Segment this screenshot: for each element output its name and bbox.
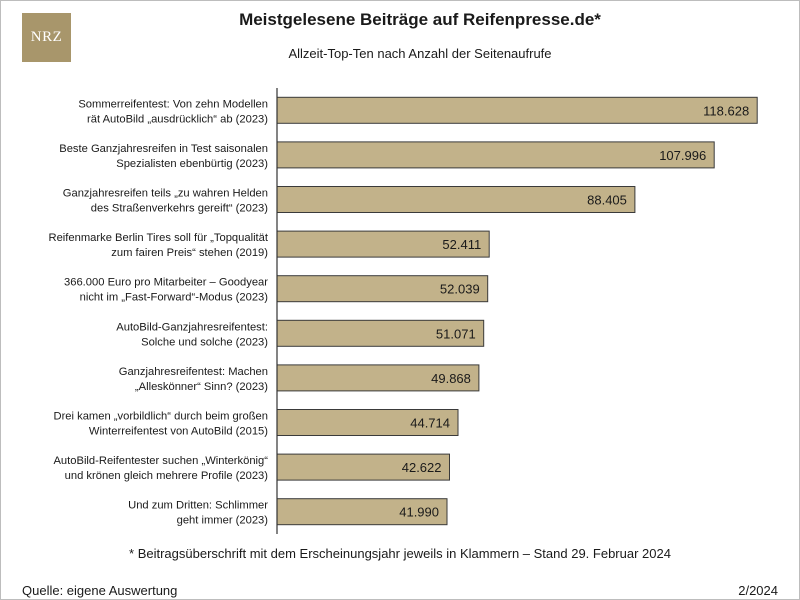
bar — [276, 275, 489, 303]
value-label: 88.405 — [587, 193, 627, 208]
category-label: Reifenmarke Berlin Tires soll für „Topqu… — [49, 232, 269, 244]
chart-title: Meistgelesene Beiträge auf Reifenpresse.… — [239, 10, 601, 29]
value-label: 49.868 — [431, 371, 471, 386]
category-label: Ganzjahresreifentest: Machen — [119, 366, 268, 378]
chart-subtitle: Allzeit-Top-Ten nach Anzahl der Seitenau… — [288, 46, 552, 61]
category-label: rät AutoBild „ausdrücklich“ ab (2023) — [87, 113, 268, 125]
bar — [276, 186, 636, 213]
value-label: 107.996 — [659, 148, 706, 163]
category-label: AutoBild-Ganzjahresreifentest: — [116, 321, 268, 333]
category-label: Spezialisten ebenbürtig (2023) — [116, 158, 268, 170]
value-label: 52.039 — [440, 282, 480, 297]
source-note: Quelle: eigene Auswertung — [22, 583, 178, 598]
bar — [276, 409, 459, 436]
category-label: „Alleskönner“ Sinn? (2023) — [135, 381, 268, 393]
bar — [276, 141, 715, 169]
bar — [276, 96, 758, 124]
category-label: Und zum Dritten: Schlimmer — [128, 500, 268, 512]
category-label: Winterreifentest von AutoBild (2015) — [89, 426, 268, 438]
value-label: 51.071 — [436, 326, 476, 341]
category-label: Ganzjahresreifen teils „zu wahren Helden — [63, 188, 268, 200]
category-label: zum fairen Preis“ stehen (2019) — [111, 247, 268, 259]
bar — [276, 498, 448, 526]
category-label: Drei kamen „vorbildlich“ durch beim groß… — [53, 411, 268, 423]
category-label: und krönen gleich mehrere Profile (2023) — [65, 470, 269, 482]
bar — [276, 319, 485, 347]
value-label: 42.622 — [402, 460, 442, 475]
category-label: Sommerreifentest: Von zehn Modellen — [78, 98, 268, 110]
bar — [276, 453, 450, 481]
issue-label: 2/2024 — [738, 583, 778, 598]
footnote: * Beitragsüberschrift mit dem Erscheinun… — [129, 546, 671, 561]
nrz-logo: NRZ — [22, 13, 71, 62]
category-label: geht immer (2023) — [177, 515, 269, 527]
value-label: 52.411 — [442, 237, 481, 252]
category-label: Beste Ganzjahresreifen in Test saisonale… — [59, 143, 268, 155]
value-label: 41.990 — [399, 505, 439, 520]
category-label: nicht im „Fast-Forward“-Modus (2023) — [80, 292, 269, 304]
value-label: 44.714 — [410, 416, 450, 431]
category-label: AutoBild-Reifentester suchen „Winterköni… — [53, 455, 268, 467]
category-label: des Straßenverkehrs gereift“ (2023) — [91, 203, 268, 215]
logo-text: NRZ — [30, 29, 63, 45]
category-label: 366.000 Euro pro Mitarbeiter – Goodyear — [64, 277, 268, 289]
category-label: Solche und solche (2023) — [141, 336, 268, 348]
bar — [276, 364, 480, 392]
value-label: 118.628 — [703, 103, 749, 118]
